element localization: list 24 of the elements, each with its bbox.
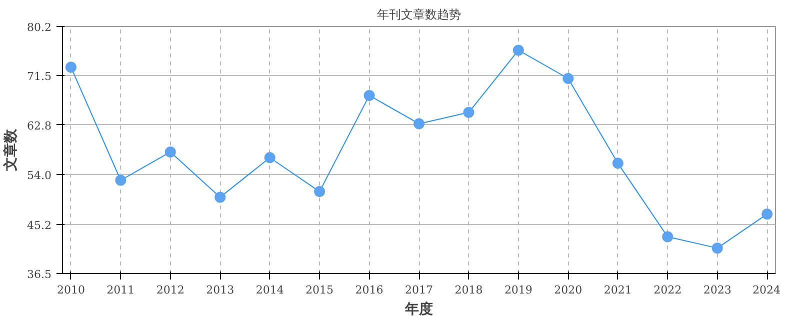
x-tick-label: 2010 [56,284,85,296]
chart-title: 年刊文章数趋势 [377,8,461,22]
y-tick-label: 36.5 [27,268,52,281]
y-axis-title: 文章数 [2,128,20,172]
x-tick-label: 2023 [703,284,732,296]
x-tick-label: 2013 [206,284,234,296]
x-tick-label: 2019 [504,284,532,296]
y-tick-label: 45.2 [27,218,52,232]
y-tick-label: 80.2 [27,21,52,34]
x-tick-label: 2011 [106,284,135,296]
x-tick-label: 2012 [156,284,184,296]
x-axis-title: 年度 [404,300,433,318]
y-tick-label: 62.8 [27,119,52,132]
x-tick-label: 2015 [306,284,334,296]
x-tick-label: 2017 [405,284,434,296]
y-tick-label: 71.5 [27,70,52,84]
x-tick-label: 2020 [554,284,582,296]
x-tick-label: 2024 [752,284,781,296]
x-tick-label: 2014 [256,284,284,296]
x-tick-label: 2022 [654,284,682,296]
x-tick-label: 2016 [355,284,384,296]
x-tick-label: 2018 [454,284,483,296]
y-tick-label: 54.0 [27,169,52,182]
x-tick-label: 2021 [604,284,632,296]
